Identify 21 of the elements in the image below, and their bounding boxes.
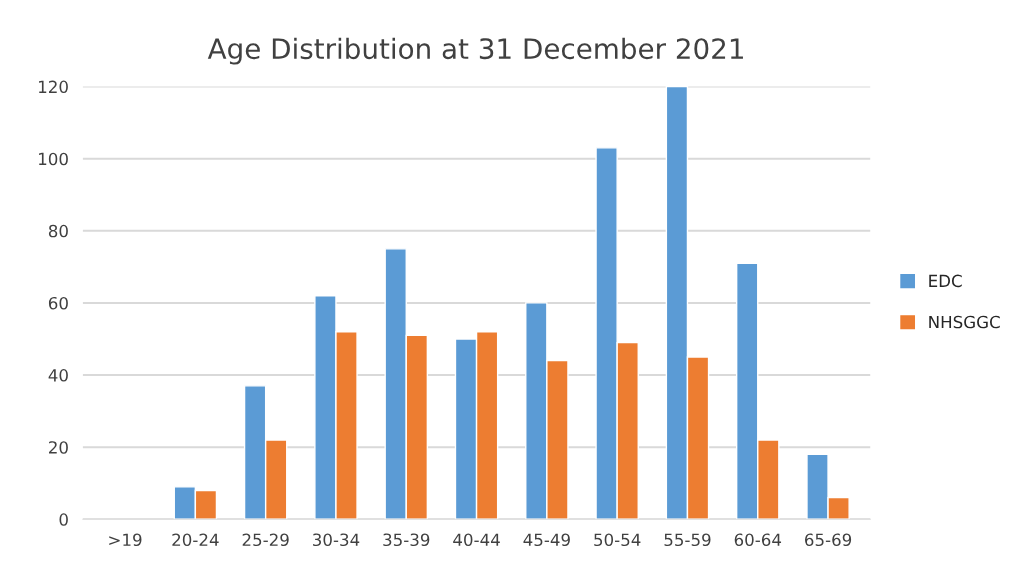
x-tick-label: 30-34 <box>313 533 360 547</box>
x-tick-label: 50-54 <box>594 533 641 547</box>
x-tick-label: 40-44 <box>453 533 500 547</box>
legend-label: EDC <box>929 274 962 288</box>
x-tick-label: 65-69 <box>805 533 852 547</box>
x-tick-label: 25-29 <box>242 533 289 547</box>
y-tick-label: 60 <box>48 296 68 310</box>
x-tick-label: 55-59 <box>664 533 711 547</box>
y-tick-label: 120 <box>39 80 68 94</box>
y-tick-label: 40 <box>48 369 68 382</box>
y-tick-label: 100 <box>39 152 68 166</box>
y-tick-label: 0 <box>59 513 68 526</box>
legend-label: NHSGGC <box>929 315 1000 329</box>
x-tick-label: 20-24 <box>172 533 219 547</box>
y-tick-label: 20 <box>49 441 68 454</box>
x-tick-label: >19 <box>109 533 142 547</box>
y-tick-label: 80 <box>48 224 68 238</box>
chart-title: Age Distribution at 31 December 2021 <box>207 37 743 65</box>
x-tick-label: 45-49 <box>523 533 570 547</box>
x-tick-label: 60-64 <box>734 533 782 547</box>
x-tick-label: 35-39 <box>383 533 430 547</box>
